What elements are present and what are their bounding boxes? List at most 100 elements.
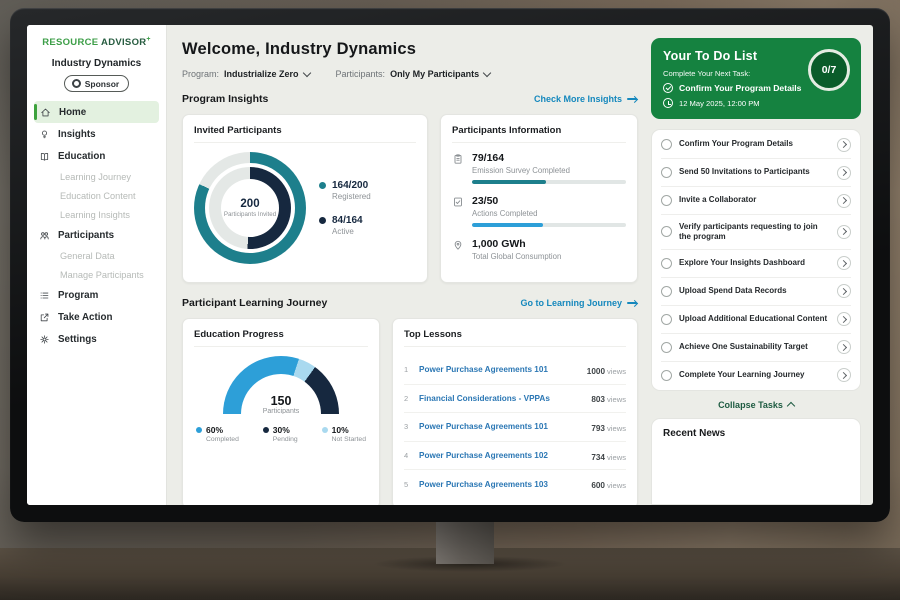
todo-subtitle: Complete Your Next Task: <box>663 69 751 78</box>
chevron-up-icon <box>786 402 796 411</box>
task-open-button[interactable] <box>837 284 851 299</box>
task-row-8[interactable]: Complete Your Learning Journey <box>661 362 851 389</box>
sidebar-item-label: Home <box>59 106 87 118</box>
participants-filter-dropdown[interactable]: Only My Participants <box>390 68 492 79</box>
education-legend: 60% Completed 30% Pending <box>194 425 368 443</box>
task-checkbox[interactable] <box>661 139 672 150</box>
task-row-1[interactable]: Send 50 Invitations to Participants <box>661 159 851 187</box>
sidebar-item-take-action[interactable]: Take Action <box>27 306 166 328</box>
task-open-button[interactable] <box>837 256 851 271</box>
sponsor-badge[interactable]: Sponsor <box>63 75 130 93</box>
sidebar-item-manage-participants[interactable]: Manage Participants <box>60 269 144 280</box>
stat-actions-completed: 23/50 Actions Completed <box>452 195 626 227</box>
program-filter-dropdown[interactable]: Industrialize Zero <box>224 68 311 79</box>
lesson-rank: 4 <box>404 451 409 461</box>
chevron-right-icon <box>839 371 848 379</box>
lesson-link[interactable]: Power Purchase Agreements 103 <box>419 479 548 489</box>
logo-advisor: ADVISOR <box>101 37 147 49</box>
task-checkbox[interactable] <box>661 167 672 178</box>
task-open-button[interactable] <box>837 193 851 208</box>
task-row-3[interactable]: Verify participants requesting to join t… <box>661 215 851 250</box>
task-label: Verify participants requesting to join t… <box>679 221 818 241</box>
go-to-learning-journey-link[interactable]: Go to Learning Journey <box>520 298 638 308</box>
todo-due-date: 12 May 2025, 12:00 PM <box>679 98 760 108</box>
legend-item-not-started: 10% Not Started <box>321 425 366 443</box>
legend-text: 10% Not Started <box>332 425 366 443</box>
card-title: Education Progress <box>194 329 368 347</box>
task-row-2[interactable]: Invite a Collaborator <box>661 187 851 215</box>
link-label: Go to Learning Journey <box>520 298 622 308</box>
task-row-5[interactable]: Upload Spend Data Records <box>661 278 851 306</box>
legend-value: 60% <box>206 425 224 435</box>
sidebar-item-learning-journey[interactable]: Learning Journey <box>60 171 131 182</box>
task-row-4[interactable]: Explore Your Insights Dashboard <box>661 250 851 278</box>
stat-label: Emission Survey Completed <box>472 166 570 175</box>
sidebar-item-education[interactable]: Education <box>27 145 166 167</box>
task-label: Explore Your Insights Dashboard <box>679 258 805 268</box>
todo-progress-ring: 0/7 <box>808 49 850 91</box>
task-checkbox[interactable] <box>661 226 672 238</box>
sidebar-item-general-data[interactable]: General Data <box>60 250 115 261</box>
task-open-button[interactable] <box>837 137 851 152</box>
views-word: views <box>607 366 626 376</box>
lesson-views: 600 views <box>591 475 626 493</box>
sidebar-item-learning-insights[interactable]: Learning Insights <box>60 209 130 220</box>
legend-label: Not Started <box>331 436 366 443</box>
task-checkbox[interactable] <box>661 257 672 269</box>
task-open-button[interactable] <box>837 165 851 180</box>
stat-bar-fill <box>472 223 543 227</box>
task-checkbox[interactable] <box>661 341 672 353</box>
monitor-bezel: RESOURCE ADVISOR+ Industry Dynamics Spon… <box>10 8 890 522</box>
invited-legend-dot <box>319 217 326 224</box>
sidebar-item-program[interactable]: Program <box>27 284 166 306</box>
task-checkbox[interactable] <box>661 285 672 297</box>
arrow-right-icon <box>627 95 638 104</box>
participants-information-card: Participants Information 79/164 Emission… <box>440 114 638 283</box>
sidebar-item-participants[interactable]: Participants <box>27 224 166 246</box>
section-title: Participant Learning Journey <box>182 297 328 309</box>
task-open-button[interactable] <box>837 312 851 327</box>
sidebar-item-home[interactable]: Home <box>34 101 159 124</box>
task-row-7[interactable]: Achieve One Sustainability Target <box>661 334 851 362</box>
views-word: views <box>607 481 626 491</box>
lesson-link[interactable]: Power Purchase Agreements 101 <box>419 365 548 375</box>
legend-value: 164/200 <box>332 180 369 191</box>
collapse-tasks-link[interactable]: Collapse Tasks <box>651 400 861 411</box>
task-open-button[interactable] <box>837 340 851 355</box>
legend-text: 164/200 Registered <box>332 180 371 201</box>
lesson-views: 1000 views <box>587 361 626 379</box>
todo-summary-card: 0/7 Your To Do List Complete Your Next T… <box>651 38 861 119</box>
lesson-row: 2 Financial Considerations - VPPAs 803 vi… <box>404 385 626 414</box>
lesson-views: 803 views <box>591 389 626 407</box>
task-checkbox[interactable] <box>661 369 672 381</box>
stat-value: 79/164 <box>472 152 505 164</box>
invited-donut-center: 200 Participants Invited <box>221 179 279 237</box>
task-open-button[interactable] <box>837 224 851 239</box>
sidebar-item-insights[interactable]: Insights <box>27 123 166 145</box>
task-checkbox[interactable] <box>661 313 672 325</box>
task-row-0[interactable]: Confirm Your Program Details <box>661 131 851 159</box>
program-insights-header: Program Insights Check More Insights <box>182 93 638 105</box>
top-lessons-card: Top Lessons 1 Power Purchase Agreements … <box>392 318 638 505</box>
monitor-stand <box>436 518 494 564</box>
task-open-button[interactable] <box>837 368 851 383</box>
survey-icon <box>454 154 462 164</box>
sidebar-item-education-content[interactable]: Education Content <box>60 190 136 201</box>
views-count: 803 <box>591 395 605 405</box>
check-more-insights-link[interactable]: Check More Insights <box>534 94 638 104</box>
sidebar-item-settings[interactable]: Settings <box>27 328 166 350</box>
legend-item-active: 84/164 Active <box>319 215 371 236</box>
lesson-link[interactable]: Power Purchase Agreements 101 <box>419 422 548 432</box>
legend-label: Completed <box>206 436 239 443</box>
sidebar-item-label: Settings <box>58 333 97 345</box>
task-checkbox[interactable] <box>661 195 672 206</box>
legend-label: Registered <box>332 192 371 201</box>
legend-item-registered: 164/200 Registered <box>319 180 371 201</box>
task-row-6[interactable]: Upload Additional Educational Content <box>661 306 851 334</box>
app-screen: RESOURCE ADVISOR+ Industry Dynamics Spon… <box>27 25 873 505</box>
lesson-link[interactable]: Power Purchase Agreements 102 <box>419 451 548 461</box>
arrow-right-icon <box>627 299 638 308</box>
stat-label: Actions Completed <box>472 209 538 218</box>
participants-filter-value: Only My Participants <box>390 69 480 79</box>
lesson-link[interactable]: Financial Considerations - VPPAs <box>419 393 550 403</box>
